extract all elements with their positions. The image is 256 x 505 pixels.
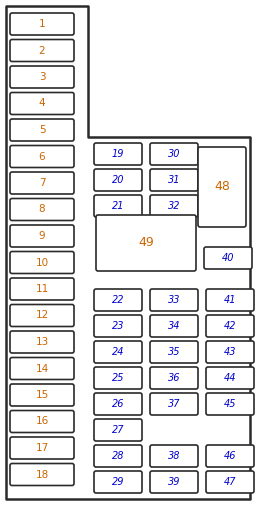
Text: 14: 14: [35, 364, 49, 374]
FancyBboxPatch shape: [94, 143, 142, 165]
FancyBboxPatch shape: [206, 367, 254, 389]
FancyBboxPatch shape: [94, 367, 142, 389]
Text: 31: 31: [168, 175, 180, 185]
FancyBboxPatch shape: [10, 66, 74, 88]
FancyBboxPatch shape: [150, 367, 198, 389]
Text: 19: 19: [112, 149, 124, 159]
Text: 40: 40: [222, 253, 234, 263]
FancyBboxPatch shape: [10, 13, 74, 35]
Text: 20: 20: [112, 175, 124, 185]
Text: 46: 46: [224, 451, 236, 461]
Text: 6: 6: [39, 152, 45, 162]
Text: 24: 24: [112, 347, 124, 357]
Text: 39: 39: [168, 477, 180, 487]
Text: 29: 29: [112, 477, 124, 487]
FancyBboxPatch shape: [198, 147, 246, 227]
Text: 30: 30: [168, 149, 180, 159]
FancyBboxPatch shape: [94, 169, 142, 191]
Text: 49: 49: [138, 236, 154, 249]
FancyBboxPatch shape: [10, 225, 74, 247]
FancyBboxPatch shape: [94, 341, 142, 363]
FancyBboxPatch shape: [150, 195, 198, 217]
Text: 2: 2: [39, 45, 45, 56]
Text: 12: 12: [35, 311, 49, 321]
Text: 17: 17: [35, 443, 49, 453]
Text: 32: 32: [168, 201, 180, 211]
FancyBboxPatch shape: [10, 278, 74, 300]
Text: 8: 8: [39, 205, 45, 215]
FancyBboxPatch shape: [150, 471, 198, 493]
FancyBboxPatch shape: [150, 169, 198, 191]
FancyBboxPatch shape: [10, 305, 74, 327]
Text: 25: 25: [112, 373, 124, 383]
FancyBboxPatch shape: [94, 315, 142, 337]
FancyBboxPatch shape: [96, 215, 196, 271]
Text: 27: 27: [112, 425, 124, 435]
Text: 36: 36: [168, 373, 180, 383]
Text: 41: 41: [224, 295, 236, 305]
FancyBboxPatch shape: [206, 315, 254, 337]
Text: 47: 47: [224, 477, 236, 487]
FancyBboxPatch shape: [150, 289, 198, 311]
Text: 23: 23: [112, 321, 124, 331]
FancyBboxPatch shape: [94, 419, 142, 441]
FancyBboxPatch shape: [10, 251, 74, 274]
FancyBboxPatch shape: [150, 341, 198, 363]
FancyBboxPatch shape: [94, 195, 142, 217]
Text: 9: 9: [39, 231, 45, 241]
Text: 18: 18: [35, 470, 49, 480]
Text: 15: 15: [35, 390, 49, 400]
Text: 48: 48: [214, 180, 230, 193]
Text: 26: 26: [112, 399, 124, 409]
FancyBboxPatch shape: [10, 92, 74, 115]
Text: 7: 7: [39, 178, 45, 188]
Text: 16: 16: [35, 417, 49, 427]
FancyBboxPatch shape: [94, 471, 142, 493]
Text: 13: 13: [35, 337, 49, 347]
Text: 22: 22: [112, 295, 124, 305]
FancyBboxPatch shape: [150, 445, 198, 467]
Text: 38: 38: [168, 451, 180, 461]
FancyBboxPatch shape: [10, 411, 74, 432]
Text: 4: 4: [39, 98, 45, 109]
FancyBboxPatch shape: [94, 445, 142, 467]
FancyBboxPatch shape: [94, 393, 142, 415]
FancyBboxPatch shape: [10, 331, 74, 353]
Text: 3: 3: [39, 72, 45, 82]
Text: 43: 43: [224, 347, 236, 357]
FancyBboxPatch shape: [150, 393, 198, 415]
Text: 33: 33: [168, 295, 180, 305]
FancyBboxPatch shape: [206, 445, 254, 467]
Text: 28: 28: [112, 451, 124, 461]
FancyBboxPatch shape: [206, 341, 254, 363]
FancyBboxPatch shape: [150, 143, 198, 165]
FancyBboxPatch shape: [10, 384, 74, 406]
FancyBboxPatch shape: [10, 172, 74, 194]
FancyBboxPatch shape: [10, 464, 74, 485]
FancyBboxPatch shape: [10, 145, 74, 168]
Text: 1: 1: [39, 19, 45, 29]
Text: 35: 35: [168, 347, 180, 357]
FancyBboxPatch shape: [150, 315, 198, 337]
Text: 42: 42: [224, 321, 236, 331]
FancyBboxPatch shape: [206, 471, 254, 493]
Text: 34: 34: [168, 321, 180, 331]
FancyBboxPatch shape: [10, 39, 74, 62]
Text: 11: 11: [35, 284, 49, 294]
FancyBboxPatch shape: [10, 119, 74, 141]
FancyBboxPatch shape: [10, 437, 74, 459]
FancyBboxPatch shape: [10, 198, 74, 221]
Text: 5: 5: [39, 125, 45, 135]
Text: 44: 44: [224, 373, 236, 383]
FancyBboxPatch shape: [10, 358, 74, 379]
FancyBboxPatch shape: [94, 289, 142, 311]
Text: 21: 21: [112, 201, 124, 211]
FancyBboxPatch shape: [204, 247, 252, 269]
Text: 37: 37: [168, 399, 180, 409]
FancyBboxPatch shape: [206, 393, 254, 415]
Text: 10: 10: [35, 258, 49, 268]
FancyBboxPatch shape: [206, 289, 254, 311]
Text: 45: 45: [224, 399, 236, 409]
